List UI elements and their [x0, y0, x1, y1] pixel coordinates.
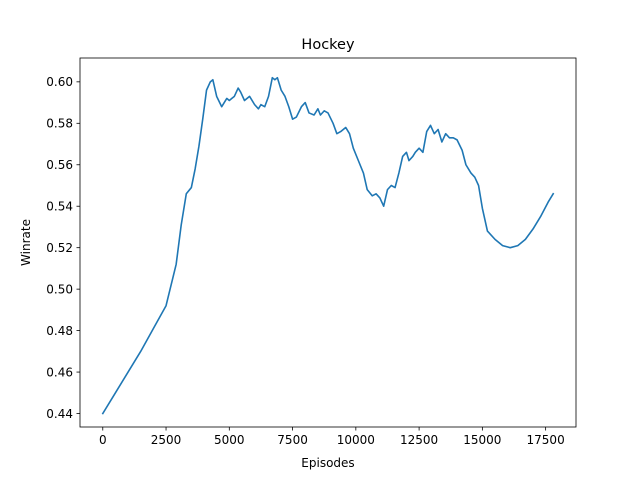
y-tick-label: 0.44	[46, 407, 73, 421]
x-tick-label: 15000	[463, 433, 501, 447]
winrate-line	[101, 76, 555, 415]
x-tick-label: 7500	[277, 433, 308, 447]
y-tick-label: 0.46	[46, 365, 73, 379]
y-tick-label: 0.52	[46, 241, 73, 255]
x-tick-label: 10000	[337, 433, 375, 447]
y-axis-ticks: 0.44 0.46 0.48 0.50 0.52 0.54 0.56 0.58 0.60	[46, 75, 80, 421]
x-tick-label: 17500	[527, 433, 565, 447]
x-tick-label: 12500	[400, 433, 438, 447]
y-tick-label: 0.48	[46, 324, 73, 338]
x-axis-ticks: 0 2500 5000 7500 10000 12500 15000 17500	[99, 427, 565, 447]
plot-area-frame	[79, 57, 577, 428]
y-tick-label: 0.50	[46, 282, 73, 296]
x-tick-label: 0	[99, 433, 107, 447]
x-axis-label: Episodes	[301, 456, 354, 470]
y-tick-label: 0.60	[46, 75, 73, 89]
x-tick-label: 5000	[214, 433, 245, 447]
y-tick-label: 0.58	[46, 117, 73, 131]
chart-title: Hockey	[301, 37, 355, 53]
series-lines	[101, 76, 555, 415]
y-tick-label: 0.54	[46, 200, 73, 214]
y-axis-label: Winrate	[19, 219, 33, 266]
x-tick-label: 2500	[151, 433, 182, 447]
y-tick-label: 0.56	[46, 158, 73, 172]
